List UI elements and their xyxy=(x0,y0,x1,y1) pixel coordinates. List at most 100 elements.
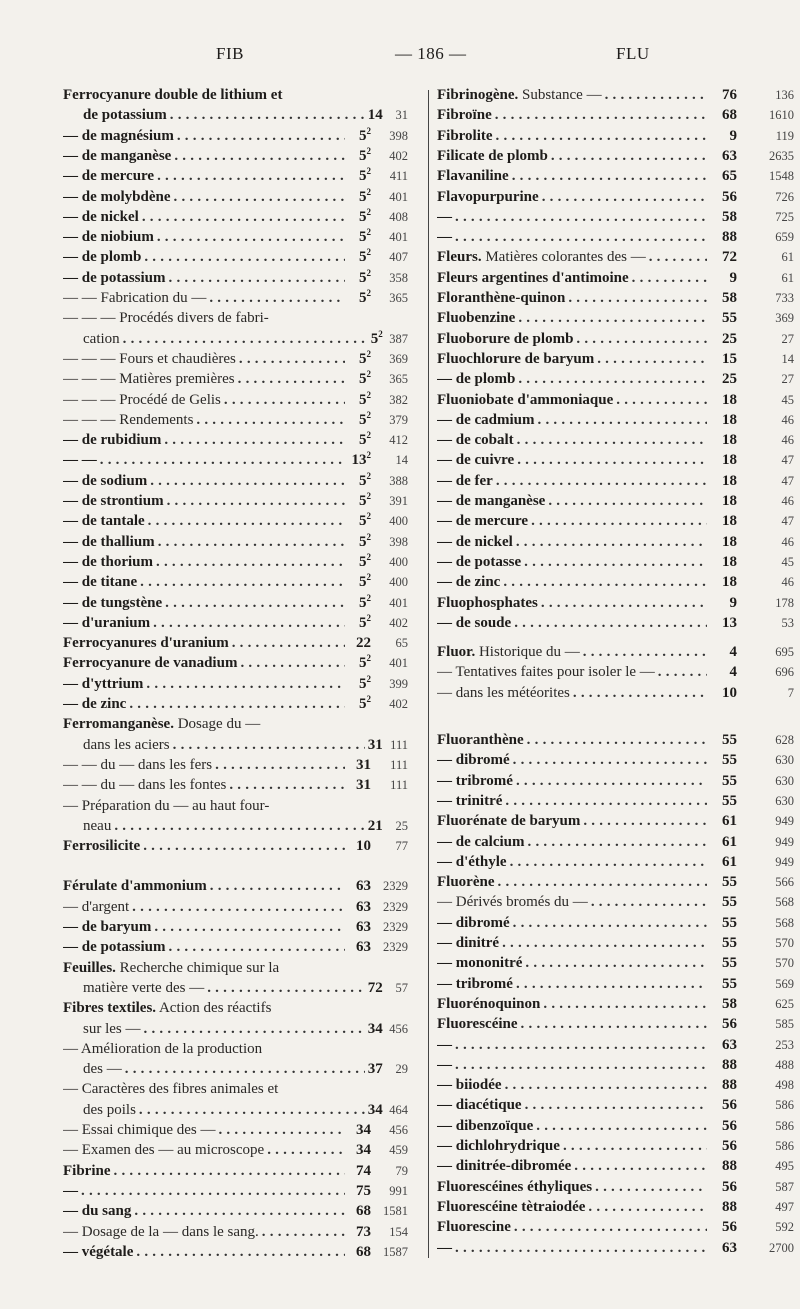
volume-value: 15 xyxy=(722,350,737,367)
index-entry: — Dérivés bromés du —...................… xyxy=(437,892,794,912)
volume-number: 21 xyxy=(365,816,383,836)
entry-description: — — — Matières premières xyxy=(63,371,235,388)
entry-term: — de potasse xyxy=(437,553,522,570)
dot-leader: ........................................… xyxy=(218,1122,345,1138)
entry-description: cation xyxy=(83,330,120,347)
volume-value: 5 xyxy=(359,574,367,591)
volume-value: 61 xyxy=(722,813,737,830)
volume-value: 73 xyxy=(356,1223,371,1240)
entry-term: — de sodium xyxy=(63,472,148,489)
index-entry: — de tantale............................… xyxy=(63,511,408,531)
entry-term: — dibromé xyxy=(437,752,510,769)
volume-value: 5 xyxy=(359,472,367,489)
dot-leader: ........................................… xyxy=(512,752,707,769)
volume-value: 18 xyxy=(722,513,737,530)
index-entry: cation..................................… xyxy=(63,329,408,349)
index-entry: Fibrolite...............................… xyxy=(437,126,794,146)
index-entry: — de potasse............................… xyxy=(437,552,794,572)
entry-heading: —.......................................… xyxy=(437,1055,707,1075)
dot-leader: ........................................… xyxy=(136,1243,345,1260)
index-entry: —.......................................… xyxy=(437,1035,794,1055)
index-entry: — de zinc...............................… xyxy=(437,572,794,592)
page-reference: 488 xyxy=(775,1057,794,1072)
page-reference xyxy=(371,714,408,734)
volume-number xyxy=(345,958,371,978)
volume-value: 21 xyxy=(367,817,383,834)
series-superscript: 2 xyxy=(366,288,372,298)
page-reference xyxy=(371,1039,408,1059)
volume-value: 34 xyxy=(356,1142,371,1159)
entry-heading: — Dérivés bromés du —...................… xyxy=(437,892,707,912)
dot-leader: ........................................… xyxy=(154,919,345,935)
page-reference xyxy=(371,1079,408,1099)
page-reference: 53 xyxy=(781,615,795,630)
entry-heading: — diacétique............................… xyxy=(437,1095,707,1115)
entry-heading: — dibenzoïque...........................… xyxy=(437,1116,707,1136)
page-reference: 569 xyxy=(775,976,794,991)
entry-heading: — de strontium..........................… xyxy=(63,491,345,511)
entry-term: — de titane xyxy=(63,574,138,591)
volume-number: 73 xyxy=(345,1222,371,1242)
volume-number: 63 xyxy=(707,1035,737,1055)
page-reference: 401 xyxy=(389,189,408,204)
page-reference: 46 xyxy=(781,494,795,508)
entry-heading: — dibromé...............................… xyxy=(437,913,707,933)
dot-leader: ........................................… xyxy=(576,330,707,347)
index-entry: — de plomb..............................… xyxy=(63,247,408,267)
volume-number: 63 xyxy=(345,897,371,917)
volume-value: 9 xyxy=(729,269,738,286)
entry-heading: — Examen des — au microscope............… xyxy=(63,1140,345,1160)
entry-term: — xyxy=(437,1239,452,1256)
entry-heading: — de zinc...............................… xyxy=(63,694,345,714)
page-reference: 586 xyxy=(775,1139,794,1153)
volume-value: 25 xyxy=(722,371,737,388)
entry-term: — de magnésium xyxy=(63,127,174,144)
volume-value: 5 xyxy=(359,249,367,266)
dot-leader: ........................................… xyxy=(512,914,707,931)
volume-value: 37 xyxy=(367,1061,383,1078)
entry-term: Fluorescéine xyxy=(437,1016,518,1033)
volume-value: 5 xyxy=(359,290,367,306)
entry-term: Férulate d'ammonium xyxy=(63,878,207,895)
volume-value: 58 xyxy=(722,290,737,306)
volume-value: 10 xyxy=(722,684,737,701)
page-reference: 630 xyxy=(775,753,794,768)
index-entry: — de potassium..........................… xyxy=(63,268,408,288)
volume-value: 58 xyxy=(722,995,737,1012)
dot-leader: ........................................… xyxy=(196,411,345,428)
volume-value: 18 xyxy=(722,493,737,509)
volume-number: 55 xyxy=(707,730,737,750)
entry-term: — de cobalt xyxy=(437,432,514,449)
index-entry: — Caractères des fibres animales et xyxy=(63,1079,408,1099)
index-entry: Ferrocyanures d'uranium.................… xyxy=(63,633,408,653)
index-entry: — de thallium...........................… xyxy=(63,532,408,552)
volume-number: 25 xyxy=(707,329,737,349)
dot-leader: ........................................… xyxy=(209,290,345,306)
series-superscript: 2 xyxy=(366,125,372,136)
index-entry: — Tentatives faites pour isoler le —....… xyxy=(437,662,794,682)
volume-number: 34 xyxy=(365,1100,383,1120)
index-entry: Fluorénoquinon..........................… xyxy=(437,994,794,1014)
page-reference: 408 xyxy=(389,209,408,224)
index-entry: Ferrocyanure de vanadium................… xyxy=(63,653,408,673)
volume-number: 55 xyxy=(707,791,737,811)
entry-heading: — tribromé..............................… xyxy=(437,771,707,791)
entry-term: Ferrosilicite xyxy=(63,838,141,855)
index-entry: — d'uranium.............................… xyxy=(63,613,408,633)
entry-heading: Fibrolite...............................… xyxy=(437,126,707,146)
index-entry: — de titane.............................… xyxy=(63,572,408,592)
volume-number: 18 xyxy=(707,390,737,410)
page-reference: 57 xyxy=(395,980,409,995)
page-reference: 253 xyxy=(775,1037,794,1052)
volume-value: 5 xyxy=(359,533,367,550)
entry-term: Fluorénoquinon xyxy=(437,995,541,1012)
dot-leader: ........................................… xyxy=(81,1182,345,1199)
page-reference: 456 xyxy=(389,1021,408,1036)
index-entry: Fluophosphates..........................… xyxy=(437,593,794,613)
page-reference: 398 xyxy=(389,534,408,549)
volume-number: 52 xyxy=(345,207,371,227)
dot-leader: ........................................… xyxy=(153,614,345,631)
volume-number: 13 xyxy=(707,613,737,633)
index-entry: Fluobenzine.............................… xyxy=(437,308,794,328)
entry-heading: — de calcium............................… xyxy=(437,832,707,852)
